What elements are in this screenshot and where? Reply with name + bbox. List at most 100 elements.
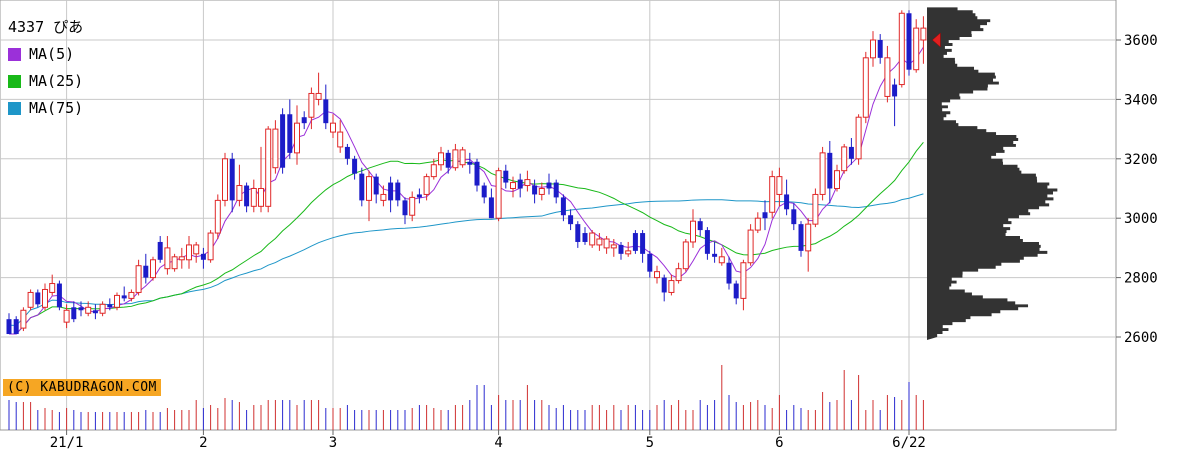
candle-body: [913, 27, 920, 71]
candle: [395, 179, 401, 207]
candle-body: [323, 99, 329, 124]
candle: [71, 301, 77, 323]
candle: [301, 111, 307, 130]
candle: [78, 301, 84, 317]
candle-body: [712, 253, 718, 257]
candle: [568, 209, 574, 231]
candle-body: [135, 265, 142, 293]
candle-body: [287, 114, 293, 153]
candle: [481, 182, 487, 204]
candle-body: [640, 233, 646, 254]
candle-body: [222, 158, 228, 201]
candle-body: [409, 196, 416, 216]
candle: [186, 236, 192, 269]
candle-body: [690, 220, 696, 243]
candle-body: [726, 262, 732, 284]
candle: [805, 218, 812, 272]
candle-body: [762, 212, 768, 219]
credit-badge: (C) KABUDRAGON.COM: [3, 379, 161, 396]
candle: [366, 170, 372, 222]
candle: [920, 16, 927, 64]
candle: [733, 280, 739, 305]
candle: [416, 188, 422, 204]
candle-body: [315, 92, 322, 100]
candle: [553, 179, 559, 204]
candle: [647, 250, 653, 278]
candle: [337, 120, 344, 153]
candle-body: [747, 229, 754, 264]
candle: [791, 203, 797, 231]
candle-body: [207, 232, 214, 261]
candle: [892, 78, 898, 127]
candle-body: [754, 217, 761, 231]
candle: [718, 247, 725, 266]
candle: [330, 114, 336, 139]
candle: [388, 176, 394, 213]
candle: [517, 173, 523, 198]
candle: [42, 283, 48, 311]
candle-body: [42, 288, 48, 308]
candle-body: [791, 209, 797, 225]
candle-body: [877, 40, 883, 58]
candle: [654, 265, 660, 284]
candle-body: [20, 309, 27, 329]
candle: [445, 149, 451, 174]
candle: [272, 120, 279, 174]
x-tick-label: 5: [646, 435, 654, 451]
candle-body: [553, 182, 559, 198]
candle-body: [841, 146, 848, 172]
candle: [380, 185, 387, 207]
candle: [704, 227, 710, 260]
candle-body: [870, 39, 876, 59]
candle: [819, 146, 826, 201]
candle: [352, 155, 358, 180]
candle-body: [560, 197, 566, 216]
candle: [121, 286, 127, 302]
candle: [135, 259, 142, 296]
candle: [143, 253, 149, 284]
candle: [848, 138, 854, 165]
candle-body: [250, 188, 257, 207]
candle-body: [589, 232, 596, 246]
candle-body: [532, 185, 538, 195]
candle-body: [128, 291, 135, 299]
candle: [798, 221, 804, 257]
candle: [157, 236, 163, 263]
candle-body: [438, 152, 444, 166]
candle-body: [423, 176, 430, 195]
x-tick-label: 3: [329, 435, 337, 451]
candle-body: [13, 319, 19, 335]
candle-body: [380, 193, 387, 201]
axes: 2600 2800 3000 3200 3400 3600 21/1 2 3 4 5 6 6/22: [50, 33, 1158, 451]
candle-body: [416, 194, 422, 198]
candle-body: [85, 306, 92, 314]
candle: [128, 289, 135, 302]
candle-body: [582, 233, 588, 242]
candle-body: [373, 176, 379, 195]
candle-body: [481, 185, 487, 198]
candle: [855, 114, 862, 165]
candle-body: [143, 265, 149, 278]
candle-body: [718, 256, 725, 264]
candle: [99, 301, 106, 317]
candle-body: [488, 197, 494, 219]
candle-body: [337, 131, 344, 148]
candle-body: [6, 319, 12, 335]
x-tick-label: 6/22: [892, 435, 926, 451]
candle-body: [92, 310, 98, 314]
candle: [193, 241, 200, 263]
candle: [49, 274, 56, 296]
candle-body: [524, 179, 531, 187]
candle-body: [452, 149, 459, 169]
candle: [250, 179, 257, 213]
ma75-swatch: [8, 102, 21, 115]
candle: [280, 108, 286, 174]
y-tick-label: 3400: [1124, 92, 1158, 108]
candle: [503, 164, 509, 189]
candle-body: [625, 250, 632, 255]
candle: [538, 182, 545, 201]
candle: [13, 316, 19, 335]
candle: [754, 212, 761, 234]
candle-body: [603, 238, 610, 249]
candle: [164, 236, 171, 275]
